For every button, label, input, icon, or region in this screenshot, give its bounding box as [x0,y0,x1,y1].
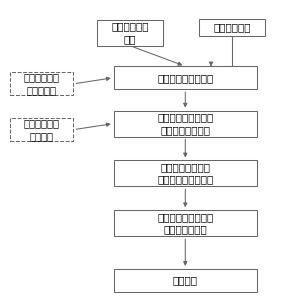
FancyBboxPatch shape [9,118,73,141]
Text: 分析风险态度对备选
方案排序的影响: 分析风险态度对备选 方案排序的影响 [157,212,213,234]
Text: 区间型方案决策矩阵: 区间型方案决策矩阵 [157,73,213,83]
FancyBboxPatch shape [200,19,265,37]
FancyBboxPatch shape [97,20,163,46]
FancyBboxPatch shape [114,66,257,89]
Text: 计算备选方案在各
风险态度下的评价值: 计算备选方案在各 风险态度下的评价值 [157,162,213,185]
Text: 最佳方案: 最佳方案 [173,275,198,285]
Text: 构建方案评价
指标: 构建方案评价 指标 [111,21,149,44]
FancyBboxPatch shape [114,160,257,186]
Text: 决策者风险态度的固
定值方案决策矩阵: 决策者风险态度的固 定值方案决策矩阵 [157,112,213,135]
FancyBboxPatch shape [114,111,257,137]
FancyBboxPatch shape [114,210,257,236]
Text: 风险态度区间
映射函数: 风险态度区间 映射函数 [24,119,59,141]
FancyBboxPatch shape [9,72,73,95]
FancyBboxPatch shape [114,269,257,292]
Text: 排放监测数据
和专家经验: 排放监测数据 和专家经验 [24,73,59,95]
Text: 筛选备选方案: 筛选备选方案 [214,23,251,33]
